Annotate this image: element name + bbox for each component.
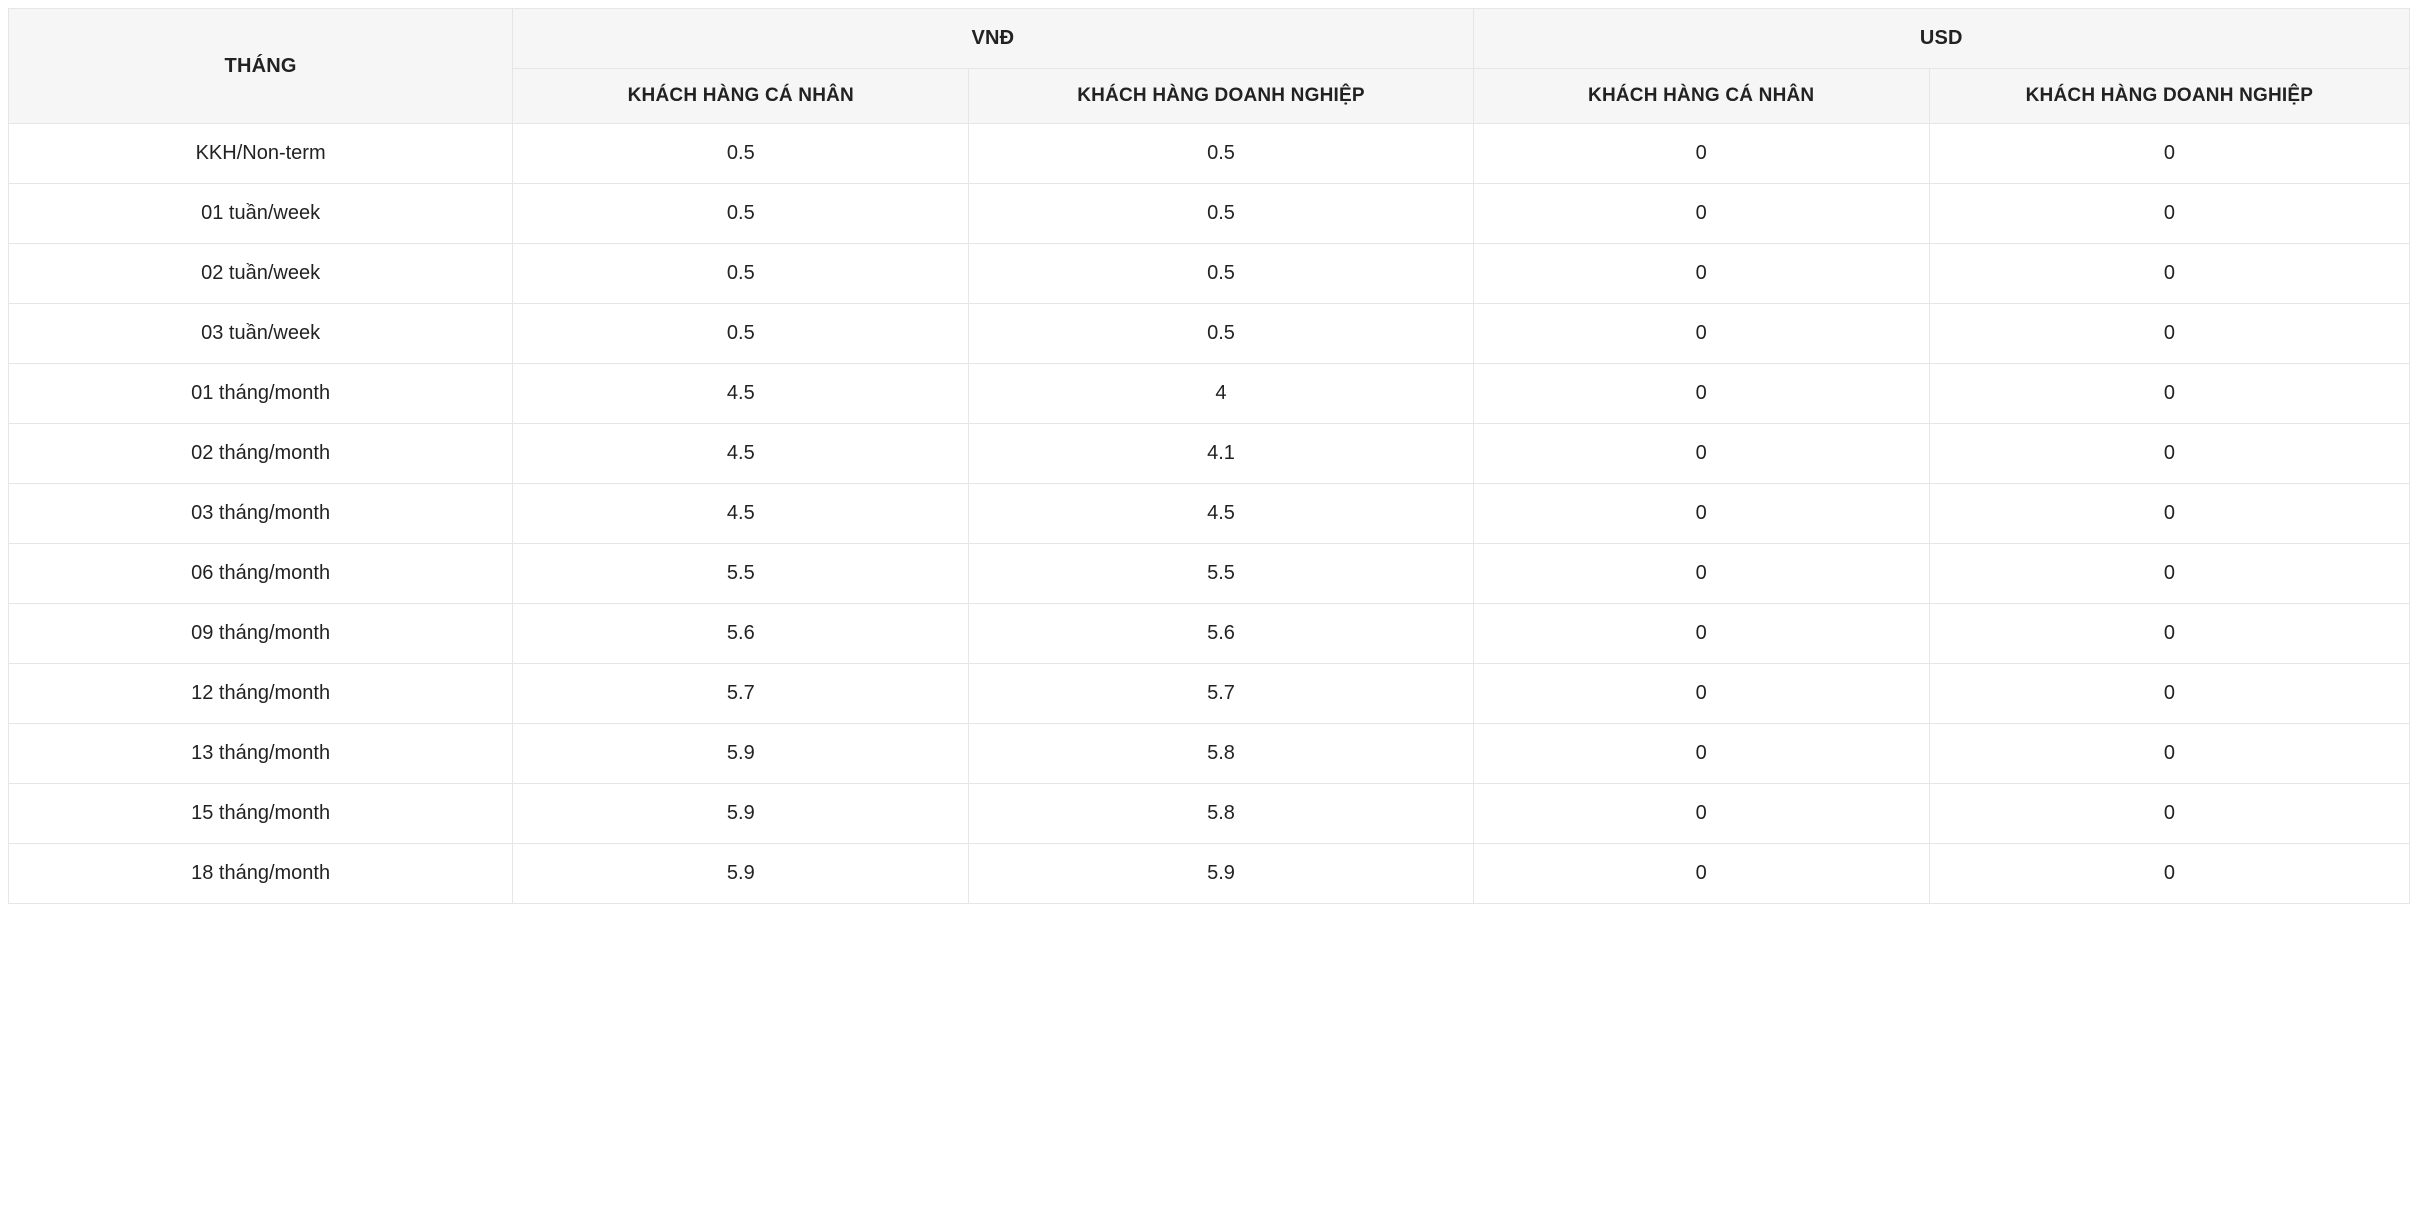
cell-period: 09 tháng/month (9, 604, 513, 664)
cell-usd-ind: 0 (1473, 784, 1929, 844)
cell-vnd-corp: 0.5 (969, 304, 1473, 364)
table-row: 01 tuần/week0.50.500 (9, 184, 2410, 244)
cell-vnd-corp: 0.5 (969, 184, 1473, 244)
table-row: 18 tháng/month5.95.900 (9, 844, 2410, 904)
cell-vnd-ind: 4.5 (513, 364, 969, 424)
cell-period: KKH/Non-term (9, 124, 513, 184)
cell-usd-ind: 0 (1473, 844, 1929, 904)
cell-vnd-corp: 5.8 (969, 784, 1473, 844)
cell-vnd-corp: 5.6 (969, 604, 1473, 664)
cell-vnd-ind: 5.9 (513, 724, 969, 784)
cell-vnd-ind: 5.9 (513, 784, 969, 844)
col-header-usd: USD (1473, 9, 2409, 69)
col-header-usd-corporate: KHÁCH HÀNG DOANH NGHIỆP (1929, 69, 2409, 124)
cell-usd-ind: 0 (1473, 664, 1929, 724)
cell-vnd-ind: 0.5 (513, 244, 969, 304)
cell-period: 06 tháng/month (9, 544, 513, 604)
cell-usd-ind: 0 (1473, 604, 1929, 664)
table-row: 02 tuần/week0.50.500 (9, 244, 2410, 304)
col-header-usd-individual: KHÁCH HÀNG CÁ NHÂN (1473, 69, 1929, 124)
cell-vnd-corp: 5.9 (969, 844, 1473, 904)
cell-vnd-corp: 0.5 (969, 244, 1473, 304)
cell-usd-corp: 0 (1929, 844, 2409, 904)
col-header-period: THÁNG (9, 9, 513, 124)
cell-vnd-ind: 0.5 (513, 124, 969, 184)
cell-vnd-corp: 5.8 (969, 724, 1473, 784)
table-row: 03 tuần/week0.50.500 (9, 304, 2410, 364)
cell-usd-corp: 0 (1929, 424, 2409, 484)
table-row: KKH/Non-term0.50.500 (9, 124, 2410, 184)
cell-usd-corp: 0 (1929, 304, 2409, 364)
table-row: 06 tháng/month5.55.500 (9, 544, 2410, 604)
interest-rate-table-container: THÁNG VNĐ USD KHÁCH HÀNG CÁ NHÂN KHÁCH H… (0, 0, 2418, 912)
cell-vnd-corp: 4.1 (969, 424, 1473, 484)
cell-vnd-ind: 5.6 (513, 604, 969, 664)
cell-vnd-corp: 5.7 (969, 664, 1473, 724)
cell-usd-corp: 0 (1929, 244, 2409, 304)
cell-usd-corp: 0 (1929, 184, 2409, 244)
cell-vnd-corp: 4 (969, 364, 1473, 424)
cell-usd-ind: 0 (1473, 544, 1929, 604)
cell-period: 02 tháng/month (9, 424, 513, 484)
col-header-vnd-corporate: KHÁCH HÀNG DOANH NGHIỆP (969, 69, 1473, 124)
cell-usd-ind: 0 (1473, 244, 1929, 304)
cell-usd-corp: 0 (1929, 604, 2409, 664)
table-row: 12 tháng/month5.75.700 (9, 664, 2410, 724)
cell-period: 03 tháng/month (9, 484, 513, 544)
cell-period: 01 tuần/week (9, 184, 513, 244)
cell-period: 13 tháng/month (9, 724, 513, 784)
col-header-vnd-individual: KHÁCH HÀNG CÁ NHÂN (513, 69, 969, 124)
cell-vnd-corp: 5.5 (969, 544, 1473, 604)
table-row: 13 tháng/month5.95.800 (9, 724, 2410, 784)
cell-period: 15 tháng/month (9, 784, 513, 844)
cell-usd-corp: 0 (1929, 724, 2409, 784)
cell-usd-ind: 0 (1473, 364, 1929, 424)
cell-usd-ind: 0 (1473, 484, 1929, 544)
cell-vnd-ind: 5.7 (513, 664, 969, 724)
cell-vnd-corp: 4.5 (969, 484, 1473, 544)
table-header: THÁNG VNĐ USD KHÁCH HÀNG CÁ NHÂN KHÁCH H… (9, 9, 2410, 124)
cell-vnd-ind: 0.5 (513, 184, 969, 244)
cell-usd-corp: 0 (1929, 124, 2409, 184)
table-row: 03 tháng/month4.54.500 (9, 484, 2410, 544)
cell-usd-corp: 0 (1929, 784, 2409, 844)
cell-usd-ind: 0 (1473, 184, 1929, 244)
cell-period: 18 tháng/month (9, 844, 513, 904)
table-row: 02 tháng/month4.54.100 (9, 424, 2410, 484)
table-row: 09 tháng/month5.65.600 (9, 604, 2410, 664)
cell-period: 03 tuần/week (9, 304, 513, 364)
cell-vnd-ind: 0.5 (513, 304, 969, 364)
cell-usd-corp: 0 (1929, 544, 2409, 604)
cell-period: 02 tuần/week (9, 244, 513, 304)
table-body: KKH/Non-term0.50.50001 tuần/week0.50.500… (9, 124, 2410, 904)
cell-vnd-ind: 4.5 (513, 424, 969, 484)
cell-usd-ind: 0 (1473, 304, 1929, 364)
cell-period: 01 tháng/month (9, 364, 513, 424)
cell-vnd-ind: 5.5 (513, 544, 969, 604)
cell-usd-ind: 0 (1473, 424, 1929, 484)
cell-period: 12 tháng/month (9, 664, 513, 724)
cell-usd-corp: 0 (1929, 484, 2409, 544)
col-header-vnd: VNĐ (513, 9, 1473, 69)
cell-usd-corp: 0 (1929, 664, 2409, 724)
table-row: 01 tháng/month4.5400 (9, 364, 2410, 424)
cell-vnd-ind: 4.5 (513, 484, 969, 544)
cell-usd-ind: 0 (1473, 124, 1929, 184)
table-row: 15 tháng/month5.95.800 (9, 784, 2410, 844)
interest-rate-table: THÁNG VNĐ USD KHÁCH HÀNG CÁ NHÂN KHÁCH H… (8, 8, 2410, 904)
cell-usd-ind: 0 (1473, 724, 1929, 784)
cell-vnd-corp: 0.5 (969, 124, 1473, 184)
cell-vnd-ind: 5.9 (513, 844, 969, 904)
cell-usd-corp: 0 (1929, 364, 2409, 424)
